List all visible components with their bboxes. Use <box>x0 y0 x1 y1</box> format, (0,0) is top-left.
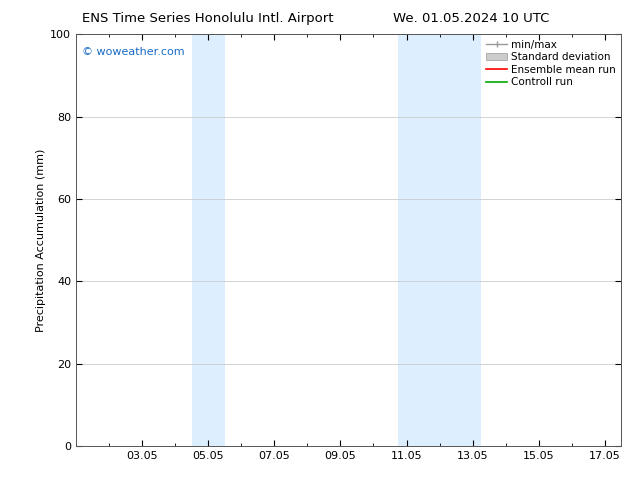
Legend: min/max, Standard deviation, Ensemble mean run, Controll run: min/max, Standard deviation, Ensemble me… <box>484 37 618 89</box>
Bar <box>398 34 481 446</box>
Bar <box>191 34 225 446</box>
Text: © woweather.com: © woweather.com <box>82 47 184 57</box>
Text: ENS Time Series Honolulu Intl. Airport: ENS Time Series Honolulu Intl. Airport <box>82 12 334 25</box>
Text: We. 01.05.2024 10 UTC: We. 01.05.2024 10 UTC <box>393 12 550 25</box>
Y-axis label: Precipitation Accumulation (mm): Precipitation Accumulation (mm) <box>36 148 46 332</box>
